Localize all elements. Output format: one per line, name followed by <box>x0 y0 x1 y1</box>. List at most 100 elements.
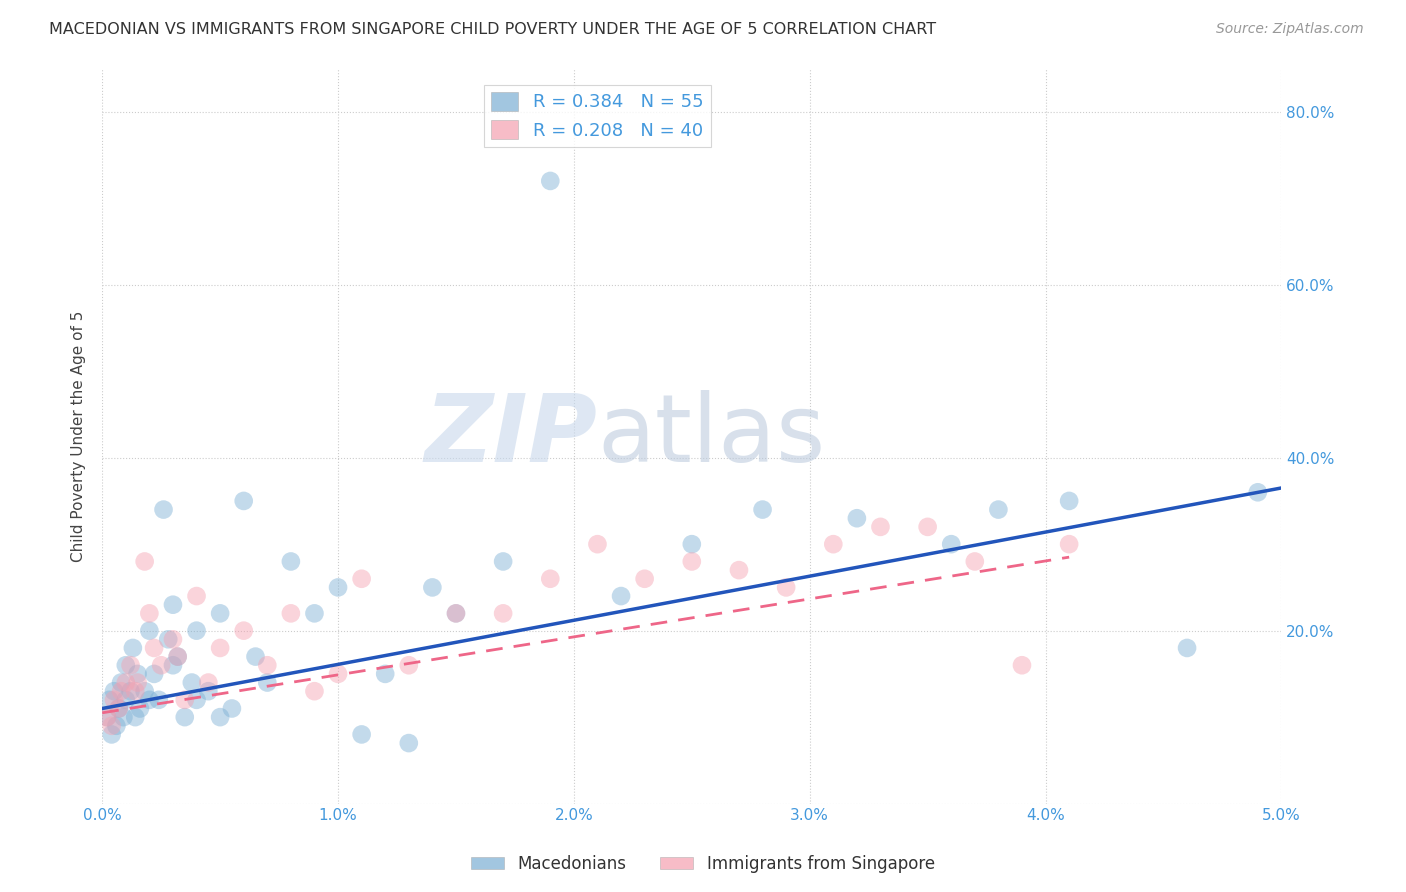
Point <box>326 666 349 681</box>
Point <box>728 563 751 577</box>
Point <box>110 675 132 690</box>
Point <box>107 701 129 715</box>
Point <box>148 693 170 707</box>
Point <box>374 666 396 681</box>
Point <box>143 666 166 681</box>
Point <box>162 632 184 647</box>
Point <box>186 624 208 638</box>
Point <box>823 537 845 551</box>
Point <box>1011 658 1033 673</box>
Point <box>398 658 420 673</box>
Point <box>180 675 202 690</box>
Point <box>633 572 655 586</box>
Point <box>941 537 963 551</box>
Point <box>138 607 160 621</box>
Point <box>444 607 467 621</box>
Point <box>256 658 278 673</box>
Point <box>186 589 208 603</box>
Point <box>751 502 773 516</box>
Point <box>152 502 174 516</box>
Point <box>963 554 986 568</box>
Point <box>1247 485 1270 500</box>
Point <box>869 520 891 534</box>
Point <box>166 649 188 664</box>
Point <box>917 520 939 534</box>
Point <box>124 684 146 698</box>
Point <box>162 658 184 673</box>
Point <box>444 607 467 621</box>
Point <box>150 658 173 673</box>
Point <box>162 598 184 612</box>
Y-axis label: Child Poverty Under the Age of 5: Child Poverty Under the Age of 5 <box>72 310 86 562</box>
Point <box>538 572 561 586</box>
Point <box>124 710 146 724</box>
Point <box>350 727 373 741</box>
Point <box>120 684 142 698</box>
Point <box>197 675 219 690</box>
Point <box>280 607 302 621</box>
Point <box>586 537 609 551</box>
Point <box>197 684 219 698</box>
Point <box>775 581 797 595</box>
Point <box>232 624 254 638</box>
Point <box>96 710 118 724</box>
Point <box>209 640 232 655</box>
Text: atlas: atlas <box>598 390 825 482</box>
Point <box>1057 537 1080 551</box>
Point <box>120 658 142 673</box>
Point <box>138 693 160 707</box>
Point <box>492 554 515 568</box>
Point <box>186 693 208 707</box>
Point <box>681 554 703 568</box>
Point <box>1175 640 1198 655</box>
Point <box>110 684 132 698</box>
Point <box>112 710 135 724</box>
Point <box>610 589 633 603</box>
Point <box>1057 494 1080 508</box>
Point <box>127 666 149 681</box>
Text: ZIP: ZIP <box>425 390 598 482</box>
Point <box>129 701 152 715</box>
Point <box>209 710 232 724</box>
Point <box>127 675 149 690</box>
Point <box>232 494 254 508</box>
Text: Source: ZipAtlas.com: Source: ZipAtlas.com <box>1216 22 1364 37</box>
Point <box>143 640 166 655</box>
Point <box>209 607 232 621</box>
Point <box>114 658 136 673</box>
Point <box>103 693 125 707</box>
Point <box>114 675 136 690</box>
Point <box>492 607 515 621</box>
Point <box>98 693 121 707</box>
Point <box>166 649 188 664</box>
Point <box>114 693 136 707</box>
Point <box>138 624 160 638</box>
Point <box>422 581 444 595</box>
Point <box>538 174 561 188</box>
Point <box>103 684 125 698</box>
Point <box>105 719 128 733</box>
Point <box>398 736 420 750</box>
Point <box>173 693 195 707</box>
Point <box>100 719 122 733</box>
Legend: R = 0.384   N = 55, R = 0.208   N = 40: R = 0.384 N = 55, R = 0.208 N = 40 <box>484 85 711 147</box>
Point <box>256 675 278 690</box>
Point <box>100 727 122 741</box>
Point <box>987 502 1010 516</box>
Text: MACEDONIAN VS IMMIGRANTS FROM SINGAPORE CHILD POVERTY UNDER THE AGE OF 5 CORRELA: MACEDONIAN VS IMMIGRANTS FROM SINGAPORE … <box>49 22 936 37</box>
Point <box>245 649 267 664</box>
Point <box>845 511 868 525</box>
Point <box>157 632 180 647</box>
Point <box>96 710 118 724</box>
Point <box>134 554 156 568</box>
Point <box>280 554 302 568</box>
Point <box>304 607 326 621</box>
Point <box>122 640 145 655</box>
Point <box>173 710 195 724</box>
Point <box>326 581 349 595</box>
Point <box>134 684 156 698</box>
Point <box>221 701 243 715</box>
Point <box>681 537 703 551</box>
Point <box>107 701 129 715</box>
Legend: Macedonians, Immigrants from Singapore: Macedonians, Immigrants from Singapore <box>464 848 942 880</box>
